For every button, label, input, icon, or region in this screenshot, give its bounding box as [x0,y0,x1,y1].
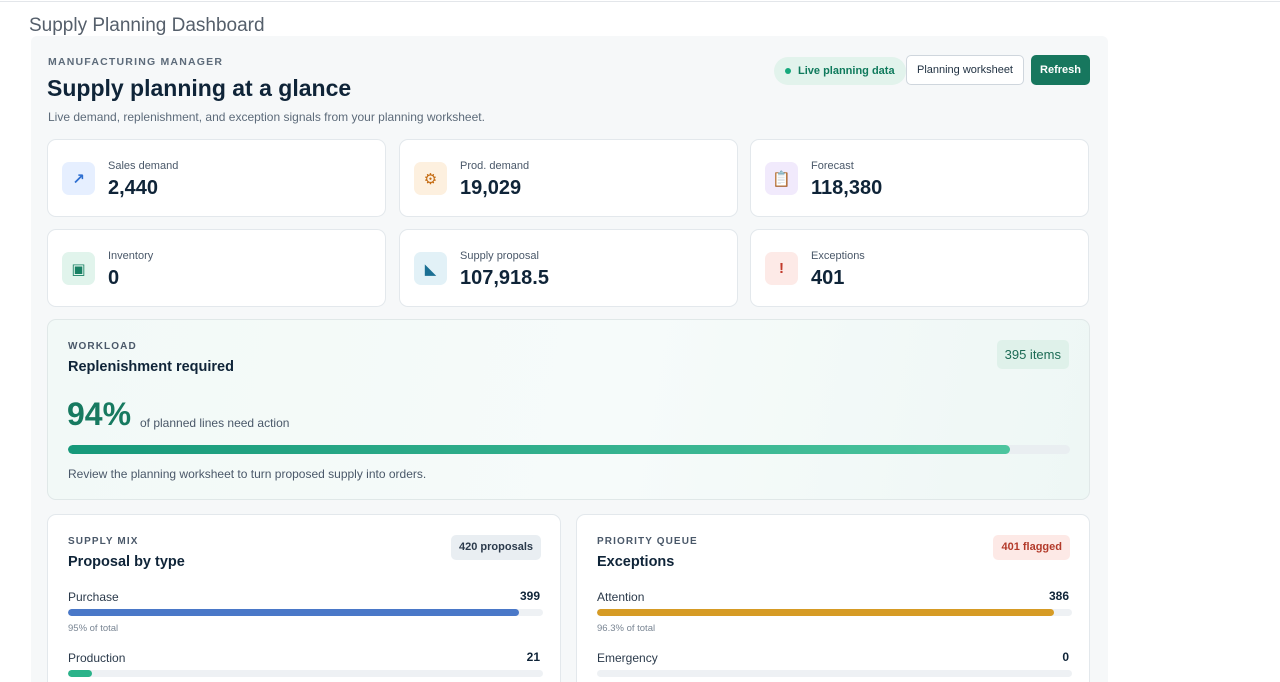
kpi-card-prod-demand: ⚙ Prod. demand 19,029 [399,139,738,217]
production-bar [68,670,543,677]
live-data-indicator: Live planning data [774,57,906,85]
row-value-purchase: 399 [519,589,540,603]
workload-title: Replenishment required [68,359,234,375]
priority-queue-title: Exceptions [597,554,675,570]
live-data-label: Live planning data [798,65,895,77]
kpi-value: 118,380 [811,177,883,199]
kpi-value: 19,029 [460,177,522,199]
priority-queue-eyebrow: PRIORITY QUEUE [597,536,698,547]
production-bar-fill [68,670,92,677]
workload-progress-fill [68,445,1010,454]
kpi-value: 2,440 [108,177,159,199]
trend-arrow-icon: ↗ [62,162,95,195]
workload-eyebrow: WORKLOAD [68,341,137,352]
role-eyebrow: MANUFACTURING MANAGER [48,56,224,68]
kpi-label: Sales demand [108,160,179,172]
row-value-attention: 386 [1048,589,1069,603]
workload-percent: 94% [67,396,132,432]
box-icon: ▣ [62,252,95,285]
kpi-label: Prod. demand [460,160,530,172]
workload-percent-note: of planned lines need action [140,416,290,430]
attention-share-note: 96.3% of total [597,623,656,634]
kpi-card-exceptions: ! Exceptions 401 [750,229,1089,307]
hero-subtitle: Live demand, replenishment, and exceptio… [48,110,485,124]
kpi-label: Exceptions [811,250,865,262]
emergency-bar [597,670,1072,677]
kpi-label: Inventory [108,250,154,262]
row-value-emergency: 0 [1062,650,1069,664]
live-dot-icon [785,68,791,74]
workload-note: Review the planning worksheet to turn pr… [68,467,427,481]
kpi-card-inventory: ▣ Inventory 0 [47,229,386,307]
chart-wedge-icon: ◣ [414,252,447,285]
top-divider [0,1,1280,2]
kpi-label: Forecast [811,160,854,172]
supply-mix-title: Proposal by type [68,554,185,570]
kpi-card-forecast: 📋 Forecast 118,380 [750,139,1089,217]
supply-mix-card: SUPPLY MIX Proposal by type 420 proposal… [47,514,561,682]
row-label-attention: Attention [597,590,645,604]
workload-card: WORKLOAD Replenishment required 395 item… [47,319,1090,500]
kpi-value: 401 [811,267,845,289]
kpi-card-supply-proposal: ◣ Supply proposal 107,918.5 [399,229,738,307]
row-label-emergency: Emergency [597,651,658,665]
attention-bar [597,609,1072,616]
hero-title: Supply planning at a glance [47,75,352,101]
planning-worksheet-button[interactable]: Planning worksheet [906,55,1024,85]
proposals-badge: 420 proposals [451,535,541,560]
purchase-bar-fill [68,609,520,616]
priority-queue-card: PRIORITY QUEUE Exceptions 401 flagged At… [576,514,1090,682]
row-value-production: 21 [526,650,540,664]
kpi-label: Supply proposal [460,250,539,262]
row-label-production: Production [68,651,126,665]
page-title: Supply Planning Dashboard [29,15,265,36]
row-label-purchase: Purchase [68,590,119,604]
kpi-card-sales-demand: ↗ Sales demand 2,440 [47,139,386,217]
flagged-badge: 401 flagged [993,535,1070,560]
exclamation-icon: ! [765,252,798,285]
refresh-button[interactable]: Refresh [1031,55,1090,85]
workload-items-badge: 395 items [996,340,1069,369]
supply-mix-eyebrow: SUPPLY MIX [68,536,139,547]
purchase-bar [68,609,543,616]
kpi-value: 0 [108,267,120,289]
attention-bar-fill [597,609,1055,616]
gear-icon: ⚙ [414,162,447,195]
kpi-value: 107,918.5 [460,267,549,289]
workload-progress-bar [68,445,1070,454]
purchase-share-note: 95% of total [68,623,119,634]
clipboard-icon: 📋 [765,162,798,195]
